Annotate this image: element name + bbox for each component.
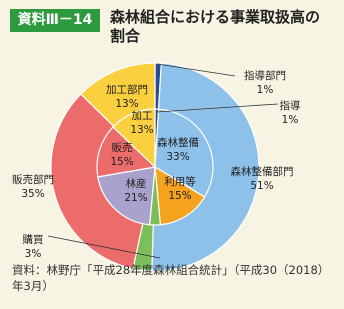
slice-label: 利用等: [164, 175, 196, 188]
slice-label: 購買: [23, 233, 44, 246]
value-label: 13%: [115, 98, 138, 110]
pie-slice: [112, 108, 156, 169]
value-label: 15%: [168, 190, 191, 202]
slice-label: 加工: [132, 110, 153, 122]
slice-label: 加工部門: [106, 83, 148, 96]
leader-line: [156, 63, 236, 77]
slice-label: 林産: [126, 177, 147, 190]
slice-label: 指導部門: [244, 69, 286, 82]
value-label: 35%: [21, 188, 44, 200]
pie-slice: [154, 165, 206, 226]
leader-line: [47, 235, 161, 259]
value-label: 15%: [110, 156, 133, 168]
slice-label: 指導: [280, 99, 301, 112]
slice-label: 販売部門: [12, 173, 54, 186]
slice-label: 森林整備: [157, 136, 199, 149]
leader-line: [156, 103, 279, 113]
slice-label: 販売: [112, 141, 133, 154]
pie-slice: [97, 166, 156, 226]
value-label: 3%: [25, 248, 42, 260]
pie-slice: [96, 126, 157, 178]
chart-title: 森林組合における事業取扱高の割合: [110, 8, 321, 45]
value-label: 33%: [166, 151, 189, 163]
slice-label: 森林整備部門: [231, 165, 294, 178]
value-label: 13%: [130, 124, 153, 136]
value-label: 1%: [282, 114, 299, 126]
value-label: 21%: [124, 192, 147, 204]
value-label: 1%: [257, 84, 274, 96]
value-label: 51%: [250, 180, 273, 192]
badge: 資料Ⅲ－14: [10, 9, 100, 32]
source-note: 資料：林野庁「平成28年度森林組合統計」（平成30（2018）年3月）: [12, 263, 330, 293]
